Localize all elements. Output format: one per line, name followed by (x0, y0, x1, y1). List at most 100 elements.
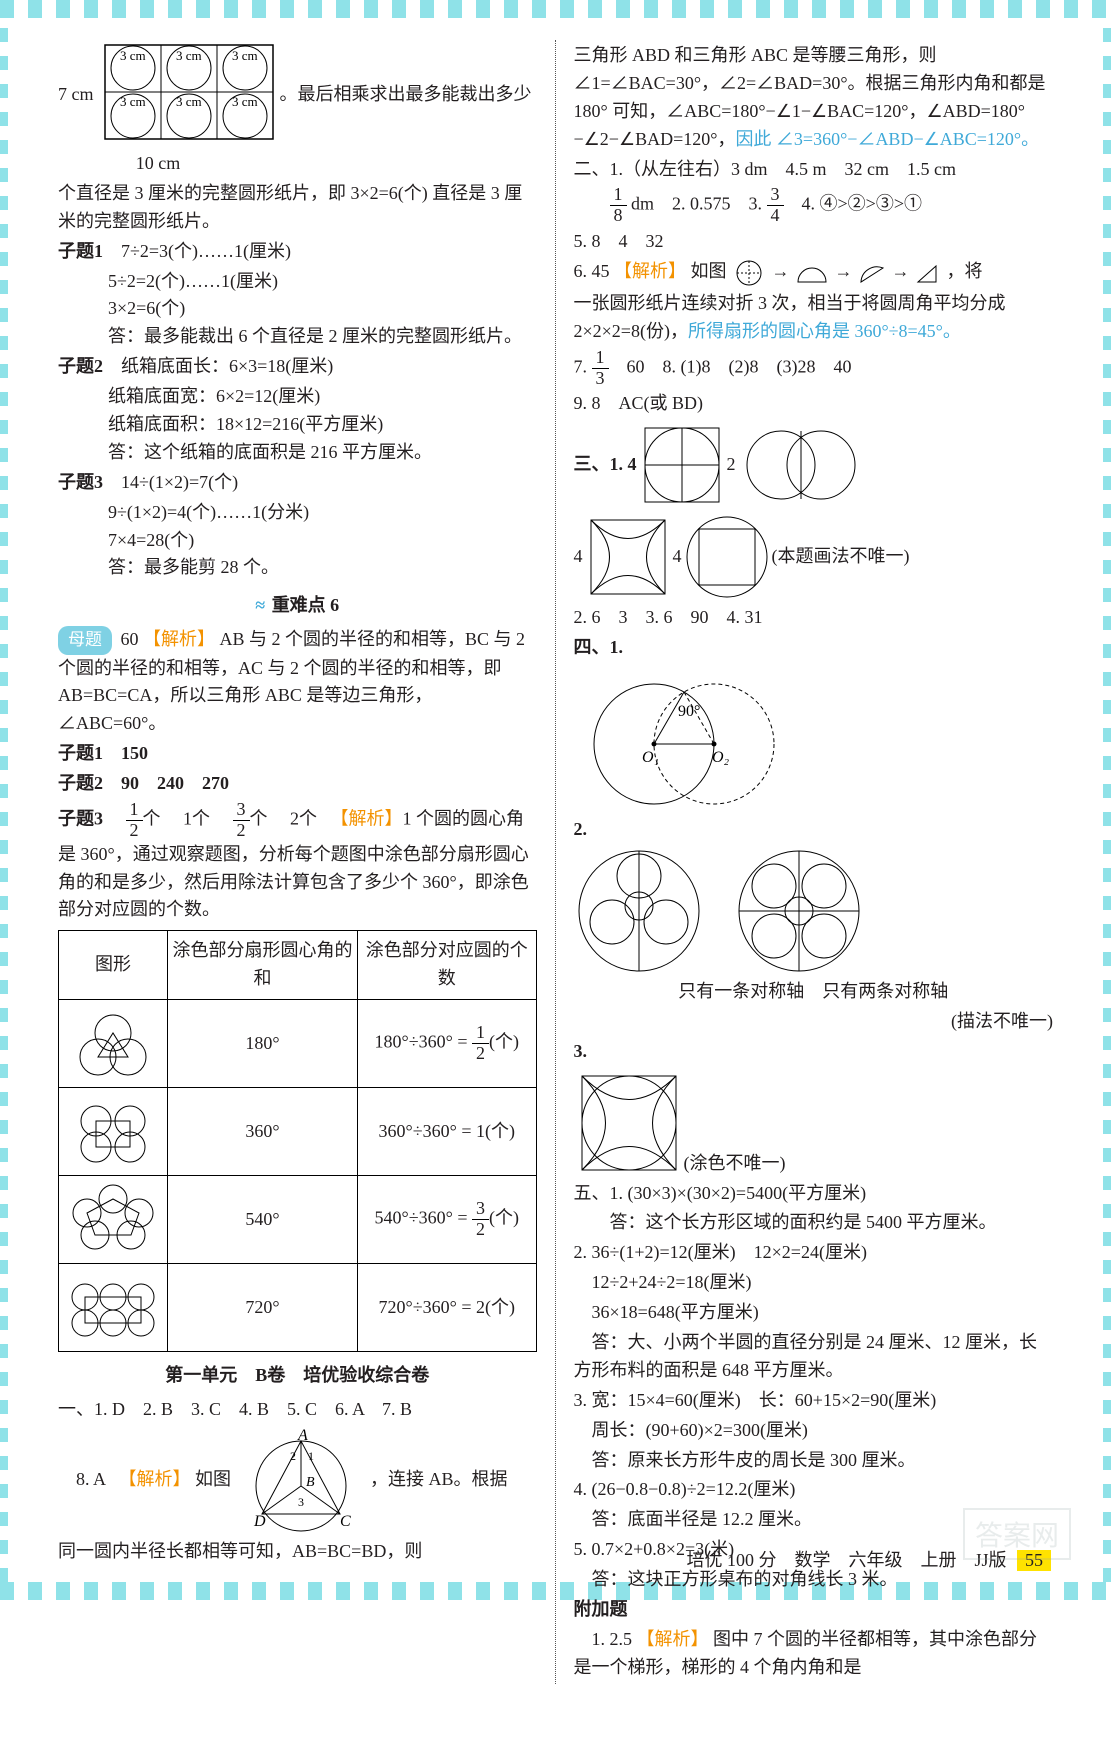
muti-jx: 【解析】 (143, 629, 215, 649)
r-2-9: 9. 8 AC(或 BD) (574, 390, 1054, 418)
th-calc: 涂色部分对应圆的个数 (358, 931, 536, 1000)
sector-table: 图形 涂色部分扇形圆心角的和 涂色部分对应圆的个数 180° 180°÷360°… (58, 930, 537, 1352)
calc-3: 720°÷360° = 2(个) (358, 1264, 536, 1352)
svg-text:B: B (306, 1475, 315, 1490)
hd6-title-text: 重难点 6 (272, 595, 340, 615)
r-2-6d: 一张圆形纸片连续对折 3 次，相当于将圆周角平均分成 2×2×2=8(份)，所得… (574, 290, 1054, 346)
r5-3b: 周长：(90+60)×2=300(厘米) (574, 1417, 1054, 1445)
svg-text:2: 2 (290, 1449, 296, 1463)
add-1a: 1. 2.5 (592, 1629, 633, 1649)
r-2-6a: 6. 45 (574, 261, 610, 281)
rect-figure: 7 cm 3 cm3 cm3 cm 3 cm3 cm3 cm 。最后相乘求出最多… (58, 40, 537, 150)
fold4-icon (914, 260, 942, 286)
left-column: 7 cm 3 cm3 cm3 cm 3 cm3 cm3 cm 。最后相乘求出最多… (40, 40, 556, 1684)
calc-1: 360°÷360° = 1(个) (358, 1088, 536, 1176)
r-2-6blue: 所得扇形的圆心角是 360°÷8=45°。 (688, 321, 961, 341)
q8b: 如图 (195, 1469, 231, 1489)
q8a: 8. A (76, 1469, 105, 1489)
shape-4 (59, 1088, 168, 1176)
r3-4a: 4 (574, 543, 583, 571)
r3-fig4 (682, 512, 772, 602)
calc-2: 540°÷360° = 32(个) (358, 1176, 536, 1264)
r-2-7: 7. 13 60 8. (1)8 (2)8 (3)28 40 (574, 348, 1054, 389)
r4-fig: 90° O₁ O₂ (574, 664, 1054, 814)
zt1-label: 子题1 (58, 241, 103, 261)
r-2-7b: 60 8. (1)8 (2)8 (3)28 40 (609, 356, 852, 376)
muti-ans: 60 (121, 629, 139, 649)
r5-1b: 答：这个长方形区域的面积约是 5400 平方厘米。 (574, 1209, 1054, 1237)
r-2-5: 5. 8 4 32 (574, 228, 1054, 256)
r3-fig3 (583, 512, 673, 602)
fold1-icon (731, 258, 767, 288)
svg-text:3 cm: 3 cm (120, 94, 146, 109)
q8d: 同一圆内半径长都相等可知，AB=BC=BD，则 (58, 1538, 537, 1566)
r5-2a: 2. 36÷(1+2)=12(厘米) 12×2=24(厘米) (574, 1239, 1054, 1267)
svg-text:1: 1 (308, 1449, 314, 1463)
z3-seq3: 2个 (290, 808, 317, 828)
svg-text:3 cm: 3 cm (232, 48, 258, 63)
right-column: 三角形 ABD 和三角形 ABC 是等腰三角形，则∠1=∠BAC=30°，∠2=… (556, 40, 1072, 1684)
frac-3-2: 32 (233, 800, 250, 841)
hd6-z3: 子题3 12个 1个 32个 2个 【解析】1 个圆的圆心角是 360°，通过观… (58, 800, 537, 924)
hd6-z1: 子题1 150 (58, 740, 537, 768)
hd6-title: ≈ 重难点 6 (58, 592, 537, 620)
z3-jx: 【解析】 (340, 808, 403, 828)
zt2-label: 子题2 (58, 356, 103, 376)
rect-w-label: 10 cm (58, 150, 258, 178)
r5-3a: 3. 宽：15×4=60(厘米) 长：60+15×2=90(厘米) (574, 1387, 1054, 1415)
r4-2: 2. (574, 816, 1054, 844)
z3-seq2: 个 (250, 808, 268, 828)
r5-4a: 4. (26−0.8−0.8)÷2=12.2(厘米) (574, 1476, 1054, 1504)
svg-text:3 cm: 3 cm (120, 48, 146, 63)
r4-capnote: (描法不唯一) (574, 1008, 1054, 1036)
r4-3fig: (涂色不唯一) (574, 1068, 1054, 1178)
zt2-l4: 答：这个纸箱的底面积是 216 平方厘米。 (58, 439, 537, 467)
r-3line: 2. 6 3 3. 6 90 4. 31 (574, 604, 1054, 632)
z3-seq1: 1个 (183, 808, 210, 828)
zt3-l3: 7×4=28(个) (58, 527, 537, 555)
r-2-1b-post2: 4. ④>②>③>① (784, 194, 922, 214)
r-2-1: 二、1.（从左往右）3 dm 4.5 m 32 cm 1.5 cm (574, 156, 1054, 184)
r-p1: 三角形 ABD 和三角形 ABC 是等腰三角形，则∠1=∠BAC=30°，∠2=… (574, 42, 1054, 154)
shape-3 (59, 1000, 168, 1088)
add-head: 附加题 (574, 1596, 1054, 1624)
zt1-l2: 5÷2=2(个)……1(厘米) (58, 268, 537, 296)
ang-3: 720° (168, 1264, 358, 1352)
zt3-l2: 9÷(1×2)=4(个)……1(分米) (58, 499, 537, 527)
r-p1b: 因此 ∠3=360°−∠ABD−∠ABC=120°。 (735, 129, 1039, 149)
svg-text:3 cm: 3 cm (232, 94, 258, 109)
zt1-l3: 3×2=6(个) (58, 295, 537, 323)
r3-4b: 4 (673, 543, 682, 571)
zt1-l1: 7÷2=3(个)……1(厘米) (121, 241, 291, 261)
zt3-l4: 答：最多能剪 28 个。 (58, 554, 537, 582)
r-3: 三、1. 4 2 (574, 420, 1054, 510)
r5-3c: 答：原来长方形牛皮的周长是 300 厘米。 (574, 1447, 1054, 1475)
hd6-z3-label: 子题3 (58, 808, 103, 828)
muti-row: 母题 60 【解析】 AB 与 2 个圆的半径的和相等，BC 与 2 个圆的半径… (58, 626, 537, 738)
svg-text:D: D (253, 1513, 266, 1530)
r4-3: 3. (574, 1038, 1054, 1066)
svg-text:3 cm: 3 cm (176, 94, 202, 109)
zt3-label: 子题3 (58, 472, 103, 492)
r-2-6c: ，将 (947, 261, 983, 281)
r-4head: 四、1. (574, 634, 1054, 662)
fold3-icon (857, 260, 887, 286)
shape-6 (59, 1264, 168, 1352)
r-2-1b-post: dm 2. 0.575 3. (627, 194, 767, 214)
ang-1: 360° (168, 1088, 358, 1176)
zt2-l2: 纸箱底面宽：6×2=12(厘米) (58, 383, 537, 411)
r-2-6b: 如图 (691, 261, 727, 281)
rect-tail-text: 。最后相乘求出最多能裁出多少 (280, 81, 532, 109)
r-2-7a: 7. (574, 356, 592, 376)
zt2-l1: 纸箱底面长：6×3=18(厘米) (121, 356, 333, 376)
r-3-head: 三、1. 4 (574, 451, 637, 479)
r3-2: 2 (727, 451, 736, 479)
p1: 个直径是 3 厘米的完整圆形纸片，即 3×2=6(个) 直径是 3 厘米的完整圆… (58, 180, 537, 236)
th-shape: 图形 (59, 931, 168, 1000)
rect-circles-svg: 3 cm3 cm3 cm 3 cm3 cm3 cm (100, 40, 280, 150)
svg-text:O₂: O₂ (712, 749, 730, 766)
q8c: ，连接 AB。根据 (370, 1469, 508, 1489)
wave-icon: ≈ (255, 595, 271, 615)
q8-figure: A D C B 213 (236, 1426, 366, 1536)
rect-h-label: 7 cm (58, 81, 94, 109)
